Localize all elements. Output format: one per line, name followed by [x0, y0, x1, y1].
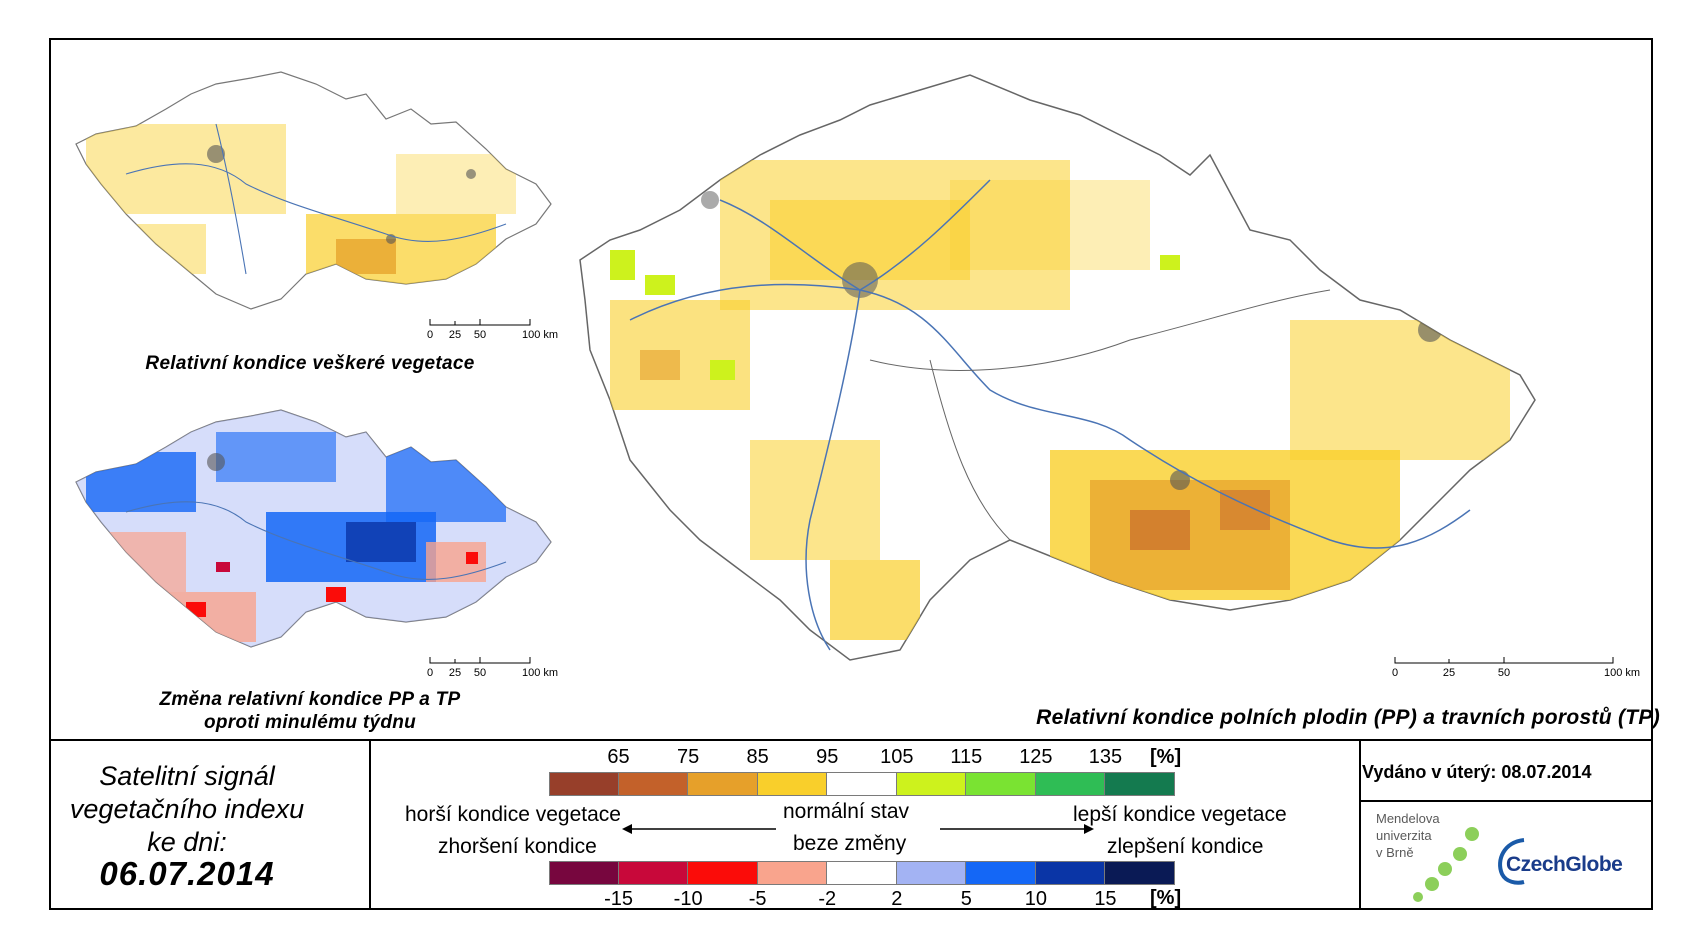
map-overall-vegetation — [66, 64, 566, 334]
legend-tick-label: -15 — [604, 888, 633, 910]
issued-date: Vydáno v úterý: 08.07.2014 — [1362, 762, 1592, 782]
legend-swatch — [757, 772, 828, 796]
arrow-right-icon — [940, 824, 1094, 834]
legend-swatch — [688, 861, 758, 885]
satellite-signal-text: Satelitní signál vegetačního indexu ke d… — [52, 760, 322, 859]
legend-tick-label: -5 — [748, 888, 767, 910]
map-caption-overall: Relativní kondice veškeré vegetace — [145, 353, 475, 374]
scale-label: 50 — [473, 329, 487, 341]
logo-line: Mendelova — [1376, 811, 1440, 826]
legend-swatch — [757, 861, 828, 885]
scale-label: 50 — [473, 667, 487, 679]
legend-tick-label: 2 — [891, 888, 903, 910]
legend-tick-label: -2 — [818, 888, 837, 910]
legend-better-condition: lepší kondice vegetace — [1073, 803, 1287, 826]
czechglobe-logo-text: CzechGlobe — [1506, 853, 1623, 877]
legend-swatch — [618, 772, 689, 796]
legend-swatch — [896, 861, 967, 885]
divider — [369, 739, 371, 908]
divider — [51, 739, 1651, 741]
legend-tick-label: 10 — [1024, 888, 1047, 910]
legend-swatch — [618, 861, 689, 885]
legend-tick-label: 135 — [1088, 746, 1123, 768]
legend-box — [549, 861, 1175, 885]
legend-tick-label: 95 — [816, 746, 839, 768]
map-crops-grassland — [570, 60, 1650, 680]
legend-unit: [%] — [1150, 746, 1182, 768]
legend-tick-label: 115 — [950, 746, 983, 768]
legend-swatch — [827, 772, 897, 796]
legend-swatch — [549, 861, 619, 885]
satellite-line: vegetačního indexu — [69, 794, 305, 824]
caption-line: oproti minulému týdnu — [203, 712, 417, 733]
scale-label: 50 — [1497, 667, 1511, 679]
legend-swatch — [966, 772, 1036, 796]
satellite-date: 06.07.2014 — [99, 855, 275, 892]
scale-bar: 0 25 50 100 km — [1391, 657, 1640, 687]
scale-label: 100 km — [521, 667, 559, 679]
caption-line: Změna relativní kondice PP a TP — [159, 689, 461, 710]
legend-tick-label: 65 — [607, 746, 630, 768]
legend-tick-label: 105 — [880, 746, 914, 768]
legend-swatch — [1105, 861, 1175, 885]
legend-swatch — [1035, 861, 1106, 885]
scale-bar: 0 25 50 100 km — [426, 657, 558, 687]
satellite-line: ke dni: — [147, 827, 227, 857]
legend-tick-label: 5 — [960, 888, 972, 910]
legend-tick-label: -10 — [673, 888, 703, 910]
map-caption-main: Relativní kondice polních plodin (PP) a … — [1036, 706, 1660, 729]
scale-label: 0 — [426, 329, 434, 341]
legend-worse-change: zhoršení kondice — [438, 835, 597, 858]
arrow-left-icon — [622, 824, 776, 834]
legend-swatch — [688, 772, 758, 796]
condition-legend — [549, 772, 1175, 796]
legend-normal-state: normální stav — [783, 800, 910, 823]
logo-line: v Brně — [1376, 845, 1414, 860]
scale-label: 25 — [448, 329, 462, 341]
legend-tick-label: 75 — [676, 746, 700, 768]
legend-swatch — [549, 772, 619, 796]
legend-unit: [%] — [1150, 887, 1182, 909]
legend-swatch — [1035, 772, 1106, 796]
divider — [1359, 739, 1361, 908]
legend-swatch — [827, 861, 897, 885]
legend-swatch — [896, 772, 967, 796]
czechglobe-text: CzechGlobe — [1506, 853, 1623, 876]
czechglobe-swoosh-icon — [1498, 838, 1525, 885]
scale-label: 100 km — [1603, 667, 1641, 679]
map-caption-change: Změna relativní kondice PP a TP oproti m… — [130, 688, 490, 734]
scale-label: 25 — [1442, 667, 1456, 679]
legend-no-change: beze změny — [793, 832, 907, 855]
scale-label: 100 km — [521, 329, 559, 341]
logo-line: univerzita — [1376, 828, 1432, 843]
scale-bar: 0 25 50 100 km — [426, 319, 558, 349]
legend-swatch — [966, 861, 1036, 885]
scale-label: 0 — [1391, 667, 1399, 679]
map-weekly-change — [66, 402, 566, 672]
legend-box — [549, 772, 1175, 796]
scale-label: 0 — [426, 667, 434, 679]
legend-tick-label: 85 — [746, 746, 769, 768]
legend-tick-label: 125 — [1019, 746, 1053, 768]
satellite-line: Satelitní signál — [99, 761, 275, 791]
legend-tick-label: 15 — [1094, 888, 1117, 910]
legend-swatch — [1105, 772, 1175, 796]
legend-worse-condition: horší kondice vegetace — [405, 803, 621, 826]
mendel-university-logo-text: Mendelova univerzita v Brně — [1376, 810, 1440, 861]
change-legend — [549, 861, 1175, 885]
scale-label: 25 — [448, 667, 462, 679]
legend-better-change: zlepšení kondice — [1107, 835, 1264, 858]
mendel-dots-logo — [1413, 827, 1479, 902]
divider — [1359, 800, 1651, 802]
